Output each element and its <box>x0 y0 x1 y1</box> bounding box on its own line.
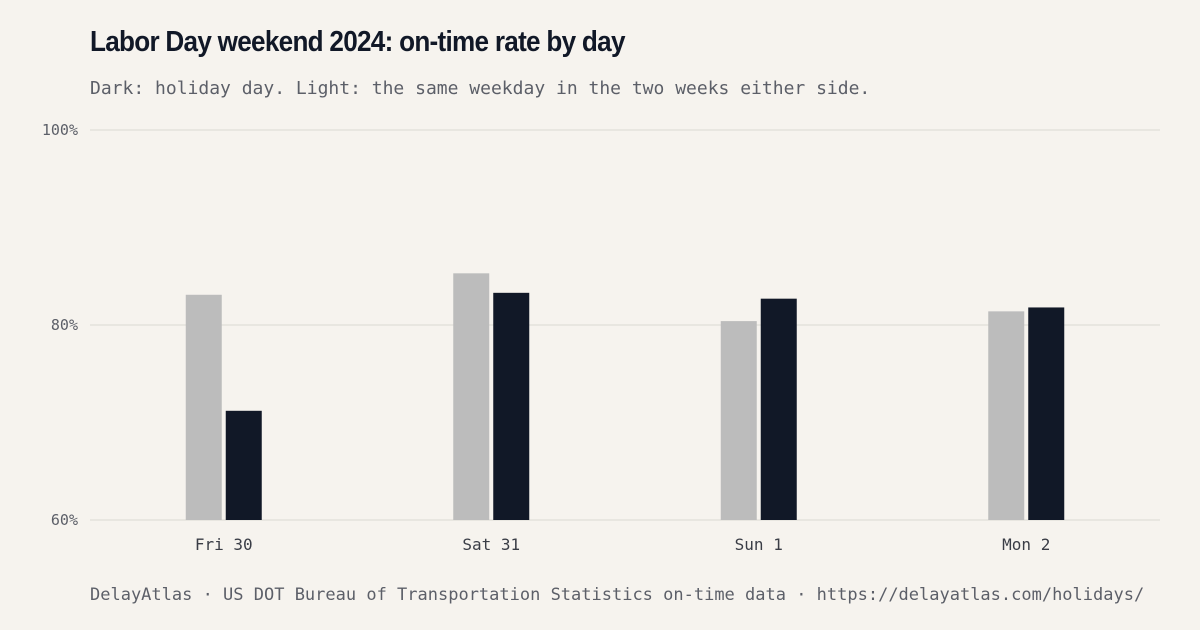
bar-baseline <box>988 311 1025 520</box>
bar-holiday <box>225 410 262 520</box>
x-category-label: Mon 2 <box>1002 535 1050 554</box>
x-category-label: Fri 30 <box>195 535 253 554</box>
chart-title: Labor Day weekend 2024: on-time rate by … <box>90 26 625 58</box>
y-tick-label: 60% <box>51 511 78 529</box>
bars <box>185 273 1065 520</box>
bar-holiday <box>760 298 797 520</box>
bar-baseline <box>720 321 757 520</box>
chart-subtitle: Dark: holiday day. Light: the same weekd… <box>90 78 871 99</box>
x-category-label: Sat 31 <box>462 535 520 554</box>
x-category-label: Sun 1 <box>735 535 783 554</box>
bar-holiday <box>493 292 530 520</box>
y-tick-label: 80% <box>51 316 78 334</box>
y-tick-label: 100% <box>42 121 78 139</box>
bar-baseline <box>185 294 222 520</box>
grid-lines <box>90 129 1160 521</box>
source-footer: DelayAtlas · US DOT Bureau of Transporta… <box>90 585 1145 605</box>
bar-baseline <box>453 273 490 520</box>
axis-labels: 60% 80% 100% Fri 30 Sat 31 Sun 1 Mon 2 <box>42 121 1050 554</box>
bar-holiday <box>1028 307 1065 520</box>
